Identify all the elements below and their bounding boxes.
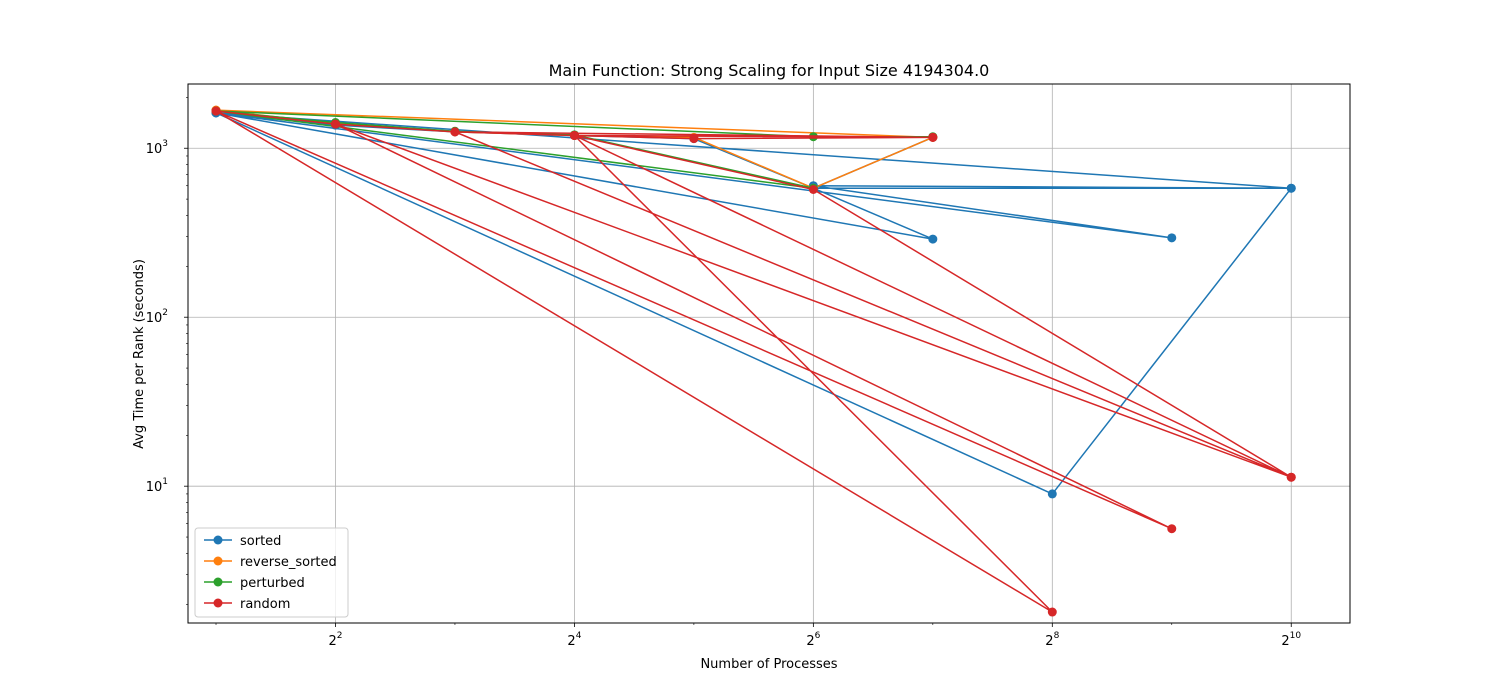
- x-tick-label: 26: [806, 631, 820, 649]
- legend-marker: [213, 535, 223, 545]
- data-point: [330, 119, 340, 129]
- legend-item: reverse_sorted: [204, 555, 337, 570]
- legend-item: perturbed: [204, 576, 305, 591]
- series-layer: [211, 105, 1296, 617]
- legend-marker: [213, 556, 223, 566]
- data-point: [211, 106, 221, 116]
- data-point: [569, 130, 579, 140]
- y-tick-label: 103: [146, 139, 168, 157]
- data-point: [928, 132, 938, 142]
- data-point: [450, 127, 460, 137]
- x-tick-label: 22: [328, 631, 342, 649]
- data-point: [1167, 233, 1177, 243]
- y-axis-ticks: 101 102 103: [146, 97, 188, 605]
- y-tick-label: 101: [146, 477, 168, 495]
- data-point: [808, 184, 818, 194]
- legend-item: sorted: [204, 534, 281, 549]
- data-point: [928, 234, 938, 244]
- data-point: [1047, 489, 1057, 499]
- legend-label: perturbed: [240, 576, 305, 591]
- x-tick-label: 210: [1281, 631, 1301, 649]
- legend-item: random: [204, 597, 290, 612]
- data-point: [1286, 472, 1296, 482]
- x-tick-label: 24: [567, 631, 581, 649]
- data-point: [689, 134, 699, 144]
- plot-frame: [187, 83, 1351, 624]
- data-point: [1047, 607, 1057, 617]
- series-line: [215, 110, 933, 189]
- data-point: [1286, 183, 1296, 193]
- legend-label: random: [240, 597, 290, 612]
- series-line: [215, 112, 1292, 495]
- y-axis-label: Avg Time per Rank (seconds): [132, 259, 147, 449]
- legend-frame: [194, 527, 349, 618]
- legend-label: reverse_sorted: [240, 555, 337, 570]
- x-tick-label: 28: [1045, 631, 1059, 649]
- grid-lines: [188, 84, 1350, 623]
- x-axis-label: Number of Processes: [700, 657, 837, 672]
- legend-marker: [213, 598, 223, 608]
- x-axis-ticks: 22 24 26 28 210: [215, 623, 1301, 649]
- legend: sorted reverse_sorted perturbed random: [194, 527, 349, 618]
- y-tick-label: 102: [146, 308, 168, 326]
- chart-title: Main Function: Strong Scaling for Input …: [549, 61, 990, 80]
- legend-marker: [213, 577, 223, 587]
- data-point: [1167, 524, 1177, 534]
- series-sorted: [211, 108, 1296, 499]
- legend-label: sorted: [240, 534, 281, 549]
- series-random: [211, 106, 1296, 617]
